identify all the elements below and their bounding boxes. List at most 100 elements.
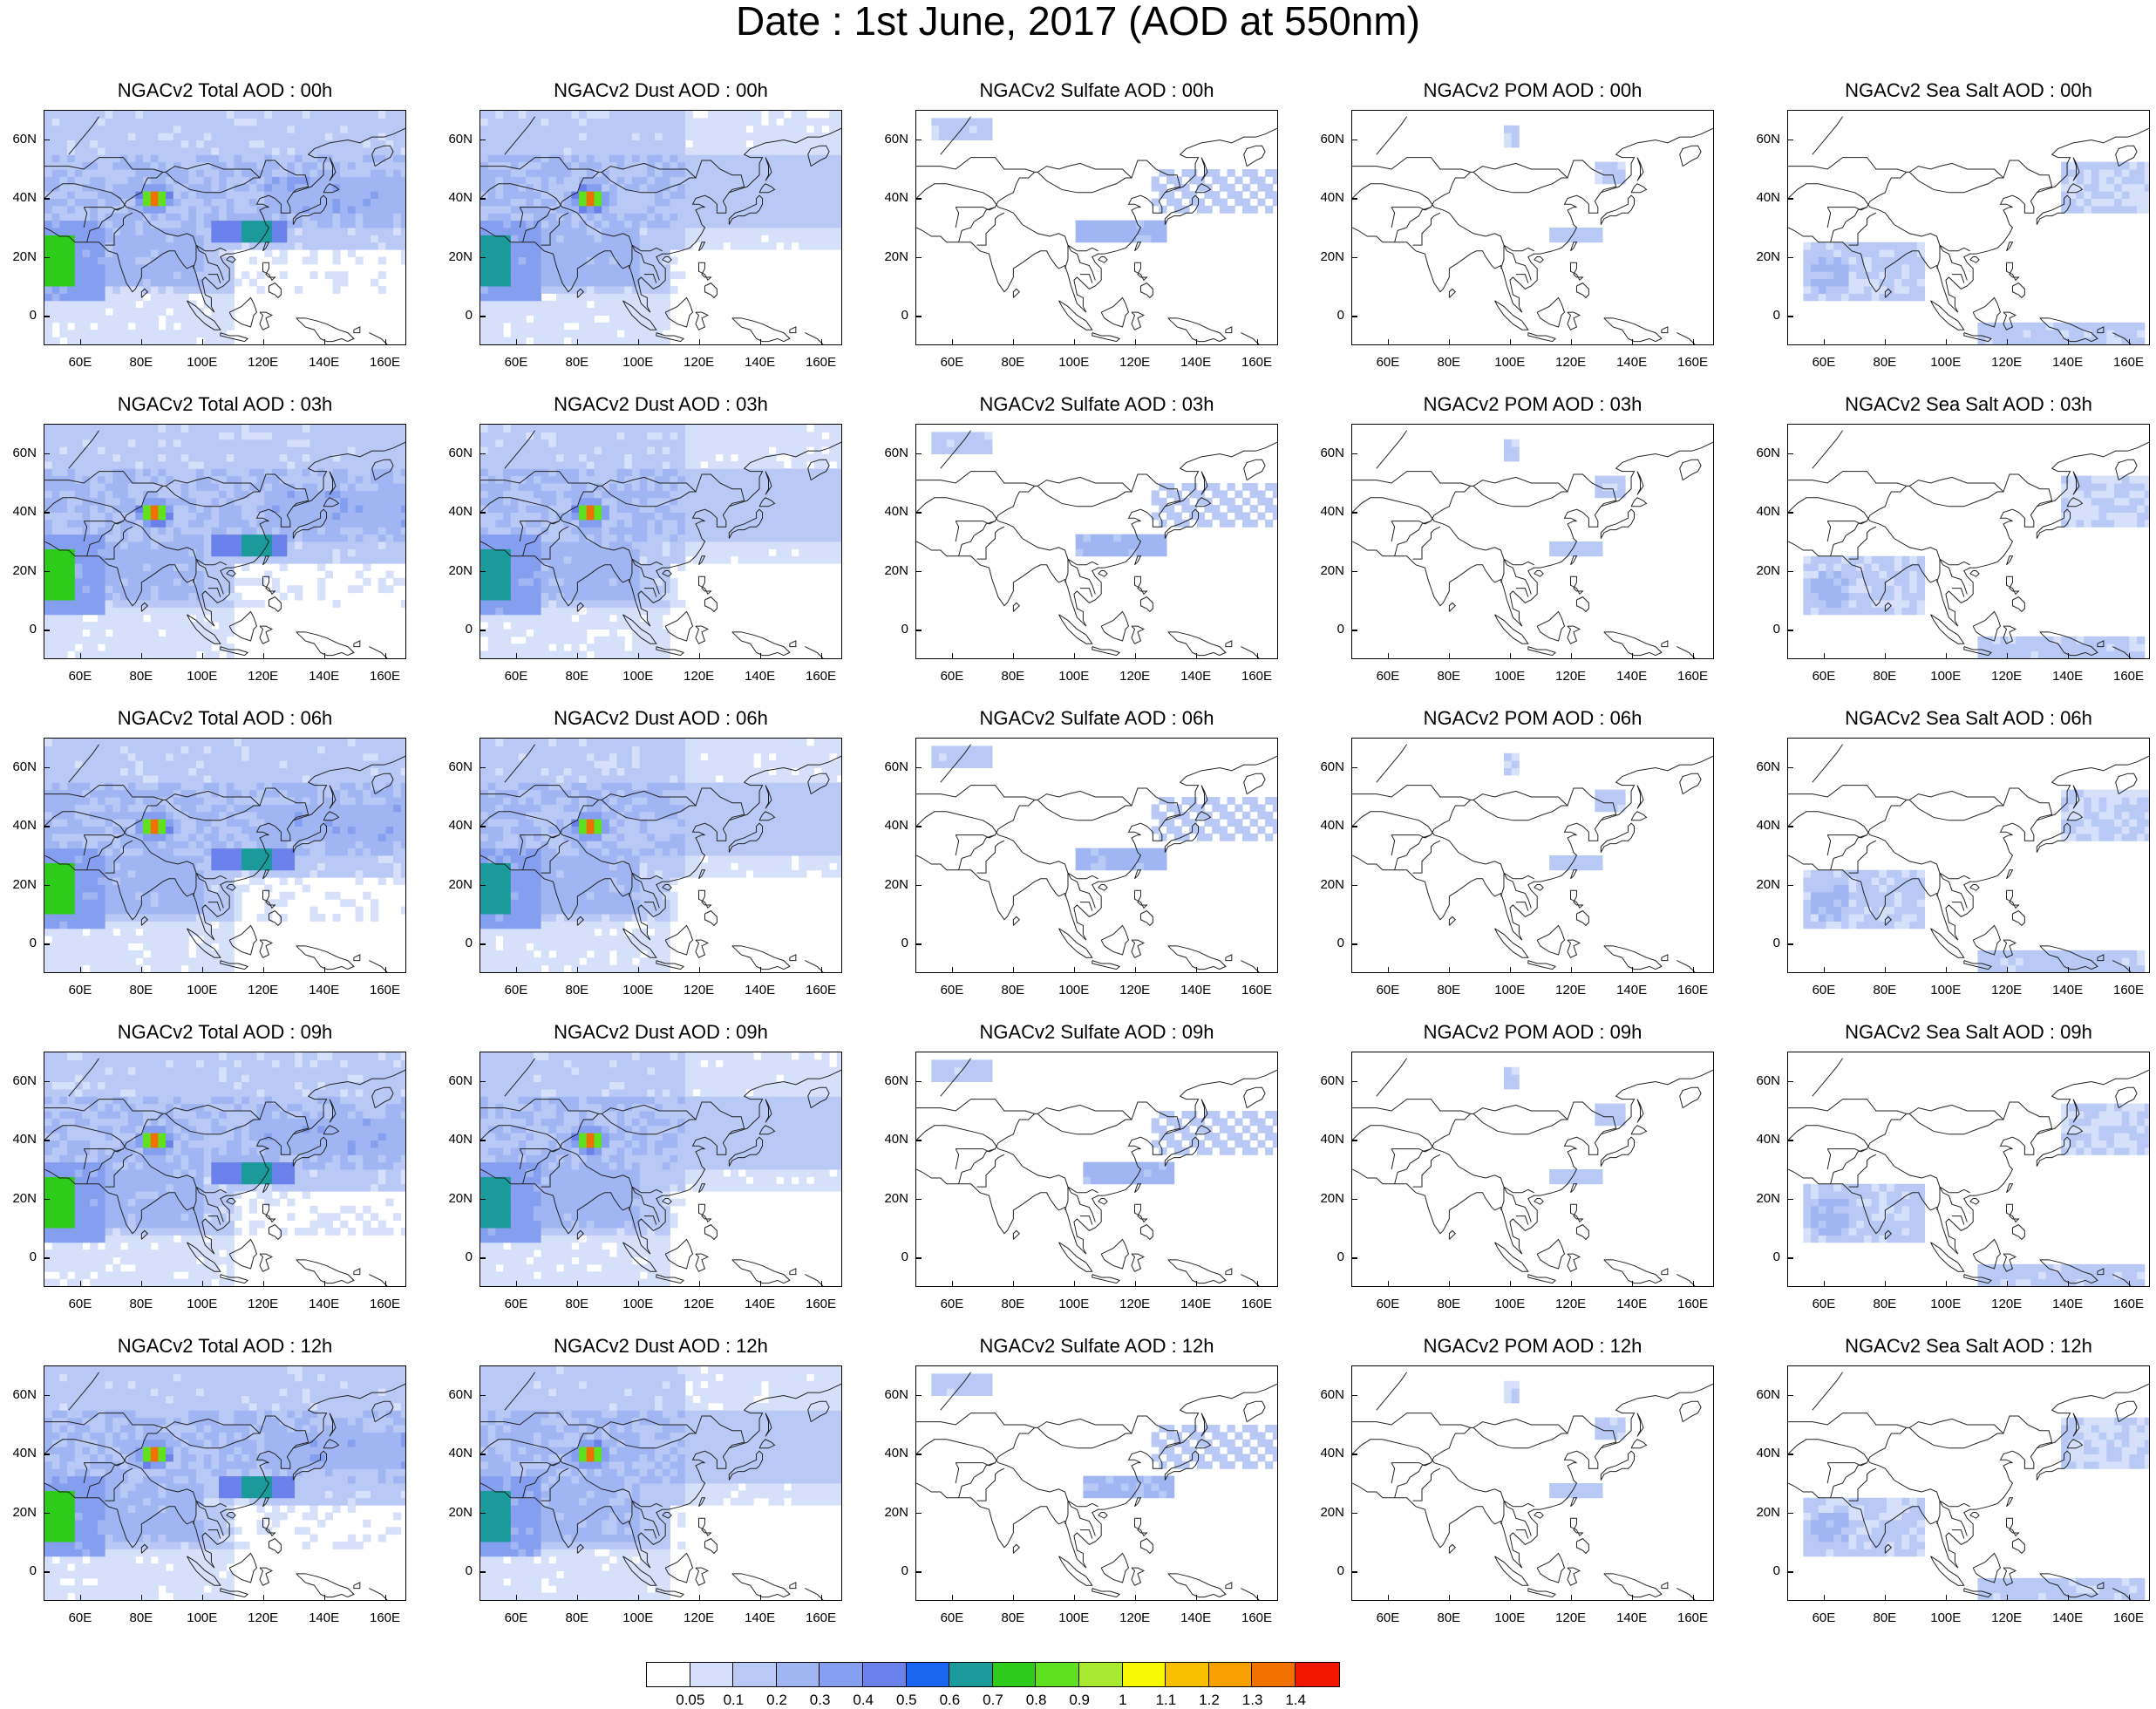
lon-tick	[1885, 653, 1887, 659]
longitude-label: 100E	[1489, 1297, 1531, 1311]
lon-tick	[1135, 339, 1137, 345]
longitude-label: 60E	[1803, 670, 1845, 684]
lon-tick	[516, 967, 518, 973]
lat-tick	[1351, 943, 1357, 945]
lat-tick	[915, 453, 922, 455]
longitude-label: 100E	[181, 984, 223, 997]
lon-tick	[2068, 1281, 2070, 1287]
lon-tick	[638, 1281, 640, 1287]
lat-tick	[1351, 1199, 1357, 1201]
latitude-label: 0	[1773, 936, 1780, 950]
lat-tick	[479, 1454, 486, 1455]
lat-tick	[44, 1257, 50, 1259]
map-plot	[479, 110, 842, 345]
lat-tick	[1351, 1395, 1357, 1397]
lat-tick	[1351, 198, 1357, 200]
latitude-label: 20N	[1756, 1506, 1780, 1520]
longitude-label: 160E	[800, 670, 842, 684]
lat-tick	[915, 1199, 922, 1201]
longitude-label: 160E	[2108, 356, 2150, 370]
longitude-label: 100E	[617, 1611, 659, 1625]
longitude-label: 60E	[1803, 984, 1845, 997]
longitude-label: 80E	[1428, 1297, 1470, 1311]
longitude-label: 100E	[1489, 984, 1531, 997]
lon-tick	[324, 339, 326, 345]
latitude-label: 40N	[12, 505, 37, 519]
latitude-label: 0	[466, 1250, 473, 1264]
colorbar-cell	[1036, 1663, 1079, 1686]
longitude-label: 80E	[1864, 1297, 1906, 1311]
lon-tick	[202, 1595, 204, 1601]
lat-tick	[479, 885, 486, 887]
lat-tick	[479, 1140, 486, 1141]
lon-tick	[699, 1281, 701, 1287]
colorbar-cell	[1079, 1663, 1123, 1686]
longitude-label: 60E	[59, 670, 101, 684]
lat-tick	[1351, 1257, 1357, 1259]
map-plot	[915, 1365, 1278, 1601]
panel-title: NGACv2 Dust AOD : 09h	[479, 1020, 842, 1045]
longitude-label: 100E	[1489, 1611, 1531, 1625]
longitude-label: 160E	[800, 356, 842, 370]
panel-title: NGACv2 POM AOD : 00h	[1351, 78, 1714, 103]
map-plot	[1787, 110, 2150, 345]
lat-tick	[479, 453, 486, 455]
lon-tick	[516, 339, 518, 345]
longitude-label: 100E	[1053, 984, 1095, 997]
lat-tick	[1787, 1513, 1793, 1515]
lat-tick	[479, 316, 486, 317]
longitude-label: 80E	[120, 356, 162, 370]
latitude-label: 40N	[884, 505, 908, 519]
lon-tick	[2129, 967, 2131, 973]
map-plot	[479, 1365, 842, 1601]
lon-tick	[1510, 339, 1512, 345]
latitude-label: 20N	[1320, 1192, 1344, 1206]
lat-tick	[915, 1140, 922, 1141]
longitude-label: 60E	[1803, 1611, 1845, 1625]
lon-tick	[821, 653, 823, 659]
lat-tick	[44, 316, 50, 317]
longitude-label: 140E	[739, 1611, 781, 1625]
lon-tick	[141, 967, 143, 973]
lon-tick	[1824, 1281, 1826, 1287]
lon-tick	[202, 1281, 204, 1287]
panel-title: NGACv2 Sea Salt AOD : 12h	[1787, 1334, 2150, 1358]
lon-tick	[1449, 967, 1451, 973]
lon-tick	[760, 653, 762, 659]
colorbar-label: 0.8	[1015, 1692, 1058, 1709]
lon-tick	[821, 1595, 823, 1601]
lon-tick	[1632, 1595, 1634, 1601]
longitude-label: 80E	[556, 670, 598, 684]
colorbar-label: 0.6	[928, 1692, 971, 1709]
longitude-label: 120E	[242, 1297, 284, 1311]
latitude-label: 0	[1773, 623, 1780, 637]
longitude-label: 160E	[800, 1297, 842, 1311]
longitude-label: 60E	[495, 670, 537, 684]
latitude-label: 40N	[12, 819, 37, 833]
lon-tick	[1824, 339, 1826, 345]
latitude-label: 40N	[884, 191, 908, 205]
panel-title: NGACv2 Sea Salt AOD : 03h	[1787, 392, 2150, 417]
lon-tick	[141, 1281, 143, 1287]
longitude-label: 80E	[1864, 1611, 1906, 1625]
longitude-label: 160E	[364, 356, 406, 370]
panel-title: NGACv2 Total AOD : 03h	[44, 392, 406, 417]
longitude-label: 80E	[1428, 356, 1470, 370]
longitude-label: 160E	[364, 1611, 406, 1625]
latitude-label: 20N	[12, 250, 37, 264]
lat-tick	[915, 571, 922, 573]
map-plot	[44, 1365, 406, 1601]
lat-tick	[1351, 571, 1357, 573]
longitude-label: 140E	[1175, 1611, 1217, 1625]
longitude-label: 80E	[120, 1297, 162, 1311]
lon-tick	[385, 653, 387, 659]
colorbar-cell	[1209, 1663, 1253, 1686]
longitude-label: 60E	[59, 1297, 101, 1311]
